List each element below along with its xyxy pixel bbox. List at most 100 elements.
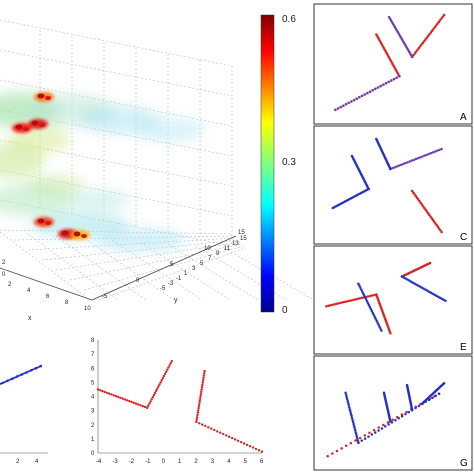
panel-A-pt <box>438 19 442 22</box>
panel-E-pt <box>366 301 370 305</box>
panel-G-pt <box>363 437 367 440</box>
br-point-63 <box>197 409 200 412</box>
br-point-13 <box>125 399 129 402</box>
br-x-tick--1: -1 <box>145 459 151 465</box>
panel-A-pt <box>352 98 356 102</box>
panel-A-pt <box>387 15 391 19</box>
panel-E-pt <box>345 300 349 303</box>
panel-C-pt <box>416 156 420 160</box>
colorbar-tick-mid: 0.3 <box>282 157 296 168</box>
y-tick-10: 10 <box>204 246 211 252</box>
y-side-tick-4: 7 <box>208 256 212 262</box>
panel-A-pt <box>421 41 425 45</box>
x-axis-label: x <box>28 315 32 322</box>
br-point-73 <box>207 426 210 429</box>
panel-G: G <box>313 355 473 471</box>
panel-C-pt <box>423 154 426 157</box>
br-point-34 <box>158 383 161 386</box>
panel-E-pt <box>361 292 365 295</box>
panel-G-pt <box>407 410 411 414</box>
br-point-84 <box>239 440 243 444</box>
br-point-39 <box>163 372 167 376</box>
panel-A-pt <box>424 38 427 41</box>
panel-A-pt <box>433 26 437 29</box>
br-point-28 <box>151 396 154 399</box>
panel-E-pt <box>371 311 375 315</box>
br-y-tick-2: 2 <box>91 423 95 429</box>
panel-A-pt <box>371 89 374 92</box>
panel-E-pt <box>329 303 332 307</box>
panel-G-pt <box>391 418 394 422</box>
br-point-48 <box>202 374 206 377</box>
br-x-tick-6: 6 <box>260 459 264 465</box>
panel-C-pt <box>404 161 407 165</box>
panel-G-pt <box>368 431 371 435</box>
bl-x-tick-4: 4 <box>35 459 39 465</box>
panel-label-C: C <box>460 232 467 243</box>
panel-C-pt <box>401 162 405 166</box>
br-point-8 <box>114 394 118 398</box>
y-tick-0: 0 <box>136 278 140 284</box>
panel-C-pt <box>440 230 443 234</box>
panel-A-pt <box>382 83 385 86</box>
panel-G-pt <box>353 428 357 432</box>
br-point-55 <box>200 390 203 394</box>
br-point-85 <box>242 442 246 445</box>
panel-C-pt <box>433 150 437 153</box>
br-x-tick--2: -2 <box>129 459 135 465</box>
panel-A-pt <box>440 17 443 20</box>
panel-E-pt <box>327 304 330 307</box>
panel-A-pt <box>390 79 393 82</box>
br-x-tick--4: -4 <box>96 459 102 465</box>
br-y-tick-1: 1 <box>91 437 95 443</box>
panel-G-pt <box>367 435 370 438</box>
haze-blob-10 <box>70 190 130 210</box>
panel-A-pt <box>334 108 337 112</box>
y-side-tick-2: 11 <box>224 246 231 252</box>
br-point-51 <box>201 381 204 384</box>
br-point-67 <box>195 418 198 421</box>
br-x-tick-4: 4 <box>227 459 231 465</box>
br-point-49 <box>202 376 205 380</box>
br-point-76 <box>216 430 219 433</box>
br-point-43 <box>168 364 171 367</box>
br-point-82 <box>233 438 237 441</box>
hotspot-5 <box>70 230 90 240</box>
br-point-33 <box>157 385 160 388</box>
panel-E-pt <box>331 303 334 306</box>
panel-G-pt <box>387 423 390 426</box>
br-point-5 <box>107 392 111 395</box>
panel-G-pt <box>384 425 387 428</box>
panel-G-pt <box>370 433 374 436</box>
br-y-tick-8: 8 <box>91 338 95 344</box>
panel-E-pt <box>357 282 360 285</box>
panel-E-pt <box>348 299 351 303</box>
panel-E-pt <box>367 303 371 307</box>
panel-A-pt <box>368 90 372 93</box>
y-side-tick-6: 3 <box>192 266 196 272</box>
panel-G-pt <box>355 433 358 436</box>
panel-E-pt <box>370 309 374 313</box>
panel-C-pt <box>429 151 433 155</box>
br-point-45 <box>170 359 173 363</box>
y-tick-15: 15 <box>238 230 245 236</box>
panel-G-pt <box>349 412 353 415</box>
panel-G-pt <box>372 428 376 432</box>
panel-A-pt <box>379 84 382 88</box>
panel-E: E <box>313 245 473 355</box>
x-tick-8: 8 <box>65 300 69 306</box>
bottom-right-plot: -4 -3 -2 -1 0 1 2 3 4 5 6 0 1 2 3 4 5 6 7 8 <box>91 338 264 465</box>
panel-E-pt <box>378 325 381 328</box>
panel-E-pt <box>374 317 377 321</box>
panel-G-pt <box>417 404 421 408</box>
panel-E-pt <box>354 298 357 301</box>
br-point-86 <box>245 443 249 447</box>
panel-A-pt <box>412 53 415 57</box>
br-point-57 <box>199 395 202 398</box>
panel-G-pt <box>394 419 397 422</box>
br-point-14 <box>128 399 131 403</box>
haze-blob-3 <box>135 118 205 142</box>
haze-blob-9 <box>25 175 85 195</box>
br-x-tick-0: 0 <box>162 459 166 465</box>
panel-E-pt <box>335 302 339 306</box>
